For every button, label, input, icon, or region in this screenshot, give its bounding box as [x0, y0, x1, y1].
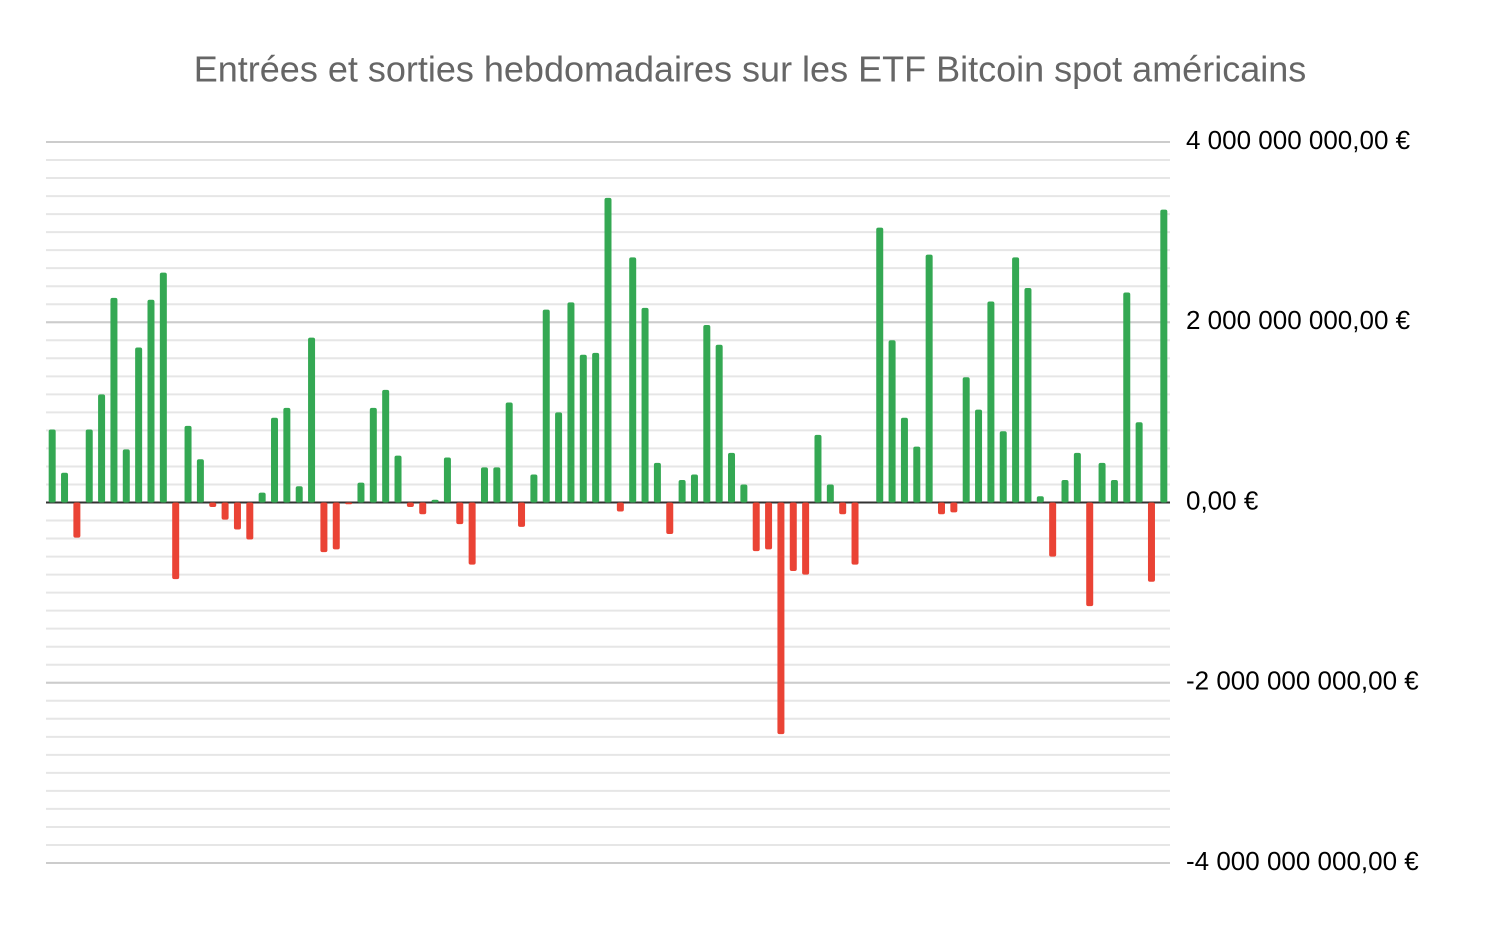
bar: [468, 502, 476, 565]
bar: [987, 301, 995, 503]
bar: [1135, 422, 1143, 503]
y-tick-label: -4 000 000 000,00 €: [1186, 846, 1419, 876]
bar: [209, 502, 217, 508]
bar: [1086, 502, 1094, 607]
bar: [283, 407, 291, 503]
bar: [357, 482, 365, 503]
bar: [443, 457, 451, 503]
y-tick-label: -2 000 000 000,00 €: [1186, 666, 1419, 696]
bar: [715, 344, 723, 503]
bar: [604, 197, 612, 503]
bar: [888, 340, 896, 503]
bar: [629, 257, 637, 503]
bar: [579, 354, 587, 503]
bar: [678, 479, 686, 503]
bar: [752, 502, 760, 552]
bar: [789, 502, 797, 571]
bar: [1036, 496, 1044, 503]
bar: [765, 502, 773, 550]
bar: [246, 502, 254, 540]
bar: [530, 474, 538, 503]
bar: [567, 302, 575, 503]
bar: [493, 467, 501, 503]
bar: [839, 502, 847, 515]
bar: [159, 272, 167, 503]
bar: [542, 309, 550, 503]
bar: [1024, 288, 1032, 503]
bar: [703, 324, 711, 503]
bar: [690, 474, 698, 503]
bar: [740, 484, 748, 503]
bar: [802, 502, 810, 575]
bar: [308, 337, 316, 503]
bar: [653, 462, 661, 503]
bar: [975, 409, 983, 503]
bar: [394, 455, 402, 503]
bar: [122, 449, 130, 503]
bar: [555, 412, 563, 503]
bar: [1098, 462, 1106, 503]
bar: [172, 502, 180, 580]
bar: [48, 429, 56, 503]
bar: [369, 407, 377, 503]
chart-title: Entrées et sorties hebdomadaires sur les…: [194, 49, 1306, 90]
bar: [814, 434, 822, 503]
bar: [419, 502, 427, 515]
bar: [925, 254, 933, 503]
bar: [98, 394, 106, 503]
bar: [196, 459, 204, 503]
bar: [1160, 209, 1168, 503]
bar: [382, 389, 390, 503]
bar: [147, 299, 155, 503]
bar: [110, 297, 118, 503]
bar: [85, 429, 93, 503]
y-tick-label: 4 000 000 000,00 €: [1186, 125, 1411, 155]
bar: [1049, 502, 1057, 557]
bar: [221, 502, 229, 520]
bar: [1061, 479, 1069, 503]
bar: [135, 347, 143, 503]
bar: [826, 484, 834, 503]
bar: [233, 502, 241, 530]
bar: [962, 377, 970, 503]
bar: [480, 467, 488, 503]
bar: [1147, 502, 1155, 582]
bar: [320, 502, 328, 553]
bar: [1012, 257, 1020, 503]
bar: [271, 417, 279, 503]
bar: [900, 417, 908, 503]
bar: [73, 502, 81, 538]
bar: [1123, 292, 1131, 503]
bar: [184, 425, 192, 503]
bar: [728, 452, 736, 503]
bar: [851, 502, 859, 565]
bar: [345, 502, 353, 505]
bar: [999, 431, 1007, 503]
bar: [332, 502, 340, 550]
bar: [876, 227, 884, 503]
bar: [616, 502, 624, 512]
bar: [431, 499, 439, 503]
bar: [641, 307, 649, 503]
bar: [950, 502, 958, 513]
bar: [913, 446, 921, 503]
bar: [777, 502, 785, 735]
bar: [666, 502, 674, 535]
bar: [592, 352, 600, 503]
bar: [456, 502, 464, 525]
bar: [61, 472, 69, 503]
bar: [937, 502, 945, 515]
y-tick-label: 2 000 000 000,00 €: [1186, 305, 1411, 335]
bar: [406, 502, 414, 508]
bar: [258, 492, 266, 503]
bar: [518, 502, 526, 527]
bar: [1073, 452, 1081, 503]
bar: [1110, 479, 1118, 503]
y-tick-label: 0,00 €: [1186, 485, 1259, 515]
bar: [295, 486, 303, 503]
bar: [505, 402, 513, 503]
